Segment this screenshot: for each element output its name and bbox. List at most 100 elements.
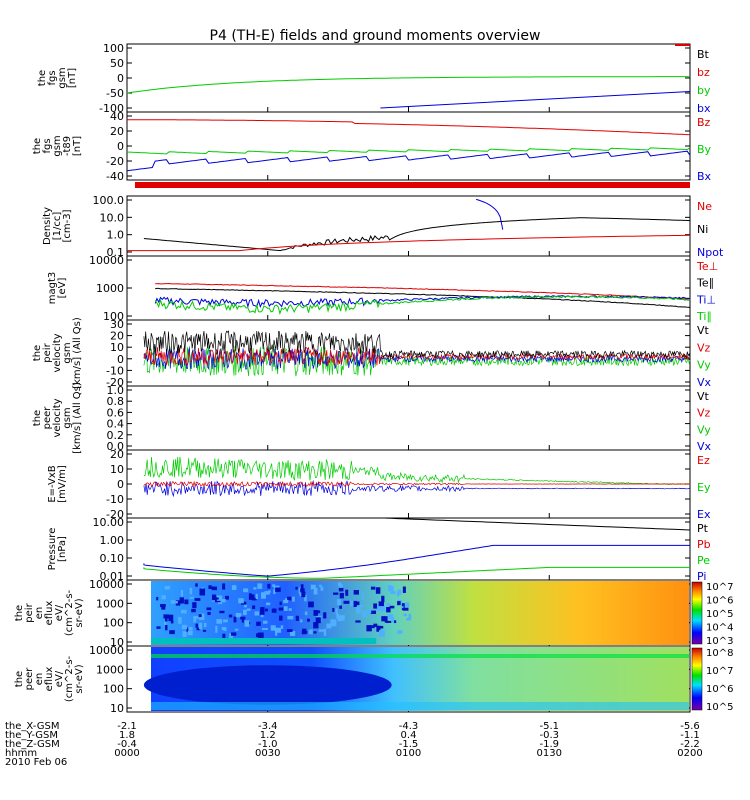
spectrogram-pixel (221, 627, 226, 631)
spectrogram-pixel (396, 592, 400, 597)
y-tick-label: -100 (99, 102, 124, 115)
spectrogram-pixel (251, 597, 257, 601)
y-axis-label: eV/ (54, 604, 65, 621)
spectrogram-pixel (163, 621, 167, 625)
y-axis-label: gsm (52, 135, 63, 156)
x-axis-value: 0130 (537, 748, 562, 759)
spectrogram-pixel (257, 583, 263, 589)
spectrogram-pixel (275, 587, 281, 592)
y-axis-label: Density (42, 207, 53, 245)
x-axis-value: -0.3 (539, 730, 559, 741)
y-axis-label: [km/s] (All Qs) (72, 382, 83, 454)
spectrogram-pixel (248, 594, 255, 600)
spectrogram-pixel (229, 633, 234, 640)
x-axis-value: 1.2 (260, 730, 276, 741)
y-axis-label: gsm (62, 407, 73, 428)
x-axis-value: -2.2 (680, 739, 700, 750)
spectrogram-pixel (313, 610, 318, 616)
colorbar-label: 10^6 (706, 684, 733, 695)
spectrogram-pixel (337, 599, 342, 606)
legend-Vy: Vy (697, 423, 711, 436)
y-axis-label: peir (42, 342, 53, 362)
y-tick-label: 0.6 (107, 406, 125, 419)
spectrogram-pixel (310, 584, 316, 590)
y-axis-label: [nT] (67, 68, 78, 88)
y-tick-label: -20 (106, 508, 124, 521)
y-tick-label: -50 (106, 87, 124, 100)
spectrogram-pixel (397, 601, 401, 606)
spectrogram-pixel (243, 588, 249, 593)
spectrogram-pixel (278, 607, 284, 611)
spectrogram-pixel (313, 631, 317, 634)
spectrogram-pixel (253, 587, 257, 590)
flag-bar (135, 182, 690, 188)
series-Vt (143, 330, 691, 359)
spectrogram-pixel (280, 625, 284, 629)
legend-Ez: Ez (697, 454, 710, 467)
spectrogram-band (151, 654, 689, 658)
spectrogram-pixel (223, 619, 228, 623)
spectrogram-pixel (180, 589, 184, 597)
spectrogram-pixel (304, 611, 308, 616)
y-tick-label: 1.0 (107, 384, 125, 397)
colorbar-label: 10^6 (706, 596, 733, 607)
spectrogram-pixel (244, 620, 250, 627)
y-axis-label: [1/cc] (52, 212, 63, 241)
y-tick-label: 100 (103, 617, 124, 630)
spectrogram-pixel (267, 583, 271, 589)
spectrogram-pixel (355, 606, 361, 614)
spectrogram-band (151, 638, 377, 644)
panel-frame-fgs-gsm-2 (126, 111, 691, 181)
spectrogram-pixel (362, 610, 367, 618)
spectrogram-pixel (394, 620, 397, 624)
series-Vy (143, 345, 691, 377)
spectrogram-pixel (169, 630, 175, 635)
spectrogram-pixel (199, 622, 203, 630)
colorbar-label: 10^5 (706, 609, 733, 620)
spectrogram-pixel (233, 616, 237, 623)
spectrogram-pixel (320, 586, 324, 591)
spectrogram-pixel (260, 614, 264, 618)
spectrogram-pixel (156, 626, 161, 629)
spectrogram-pixel (243, 604, 247, 608)
x-axis-value: 0.4 (401, 730, 417, 741)
spectrogram-pixel (388, 614, 394, 620)
spectrogram-pixel (160, 603, 166, 608)
spectrogram-pixel (326, 623, 332, 629)
spectrogram-pixel (339, 584, 343, 590)
y-axis-label: (cm^2-s- (64, 589, 75, 636)
spectrogram-pixel (215, 625, 218, 633)
spectrogram-pixel (401, 606, 404, 609)
colorbar-label: 10^7 (706, 582, 733, 593)
spectrogram-pixel (238, 598, 244, 604)
spectrogram-pixel (189, 596, 194, 599)
spectrogram-pixel (345, 589, 349, 596)
series-Te-perp (155, 282, 691, 300)
legend-Vx: Vx (697, 440, 712, 453)
spectrogram-pixel (195, 623, 198, 628)
series-Npot (475, 198, 504, 230)
spectrogram-pixel (266, 602, 271, 606)
spectrogram-pixel (225, 595, 229, 600)
y-tick-label: -20 (106, 376, 124, 389)
legend-Ey: Ey (697, 481, 711, 494)
spectrogram-pixel (379, 625, 384, 629)
spectrogram-pixel (373, 623, 378, 627)
y-tick-label: -20 (106, 155, 124, 168)
spectrogram-pixel (287, 596, 292, 601)
spectrogram-pixel (330, 619, 337, 627)
spectrogram-pixel (170, 600, 177, 604)
spectrogram-pixel (234, 628, 239, 631)
y-tick-label: -10 (106, 364, 124, 377)
spectrogram-pixel (270, 625, 276, 631)
spectrogram-pixel (216, 595, 223, 601)
spectrogram-pixel (295, 586, 298, 590)
spectrogram-pixel (175, 600, 181, 606)
spectrogram-pixel (335, 608, 338, 615)
y-tick-label: 0 (117, 72, 124, 85)
y-tick-label: 40 (110, 110, 124, 123)
spectrogram-pixel (408, 613, 412, 619)
legend-Te∥: Te∥ (696, 277, 714, 290)
spectrogram-pixel (298, 587, 302, 594)
spectrogram-pixel (289, 631, 296, 637)
